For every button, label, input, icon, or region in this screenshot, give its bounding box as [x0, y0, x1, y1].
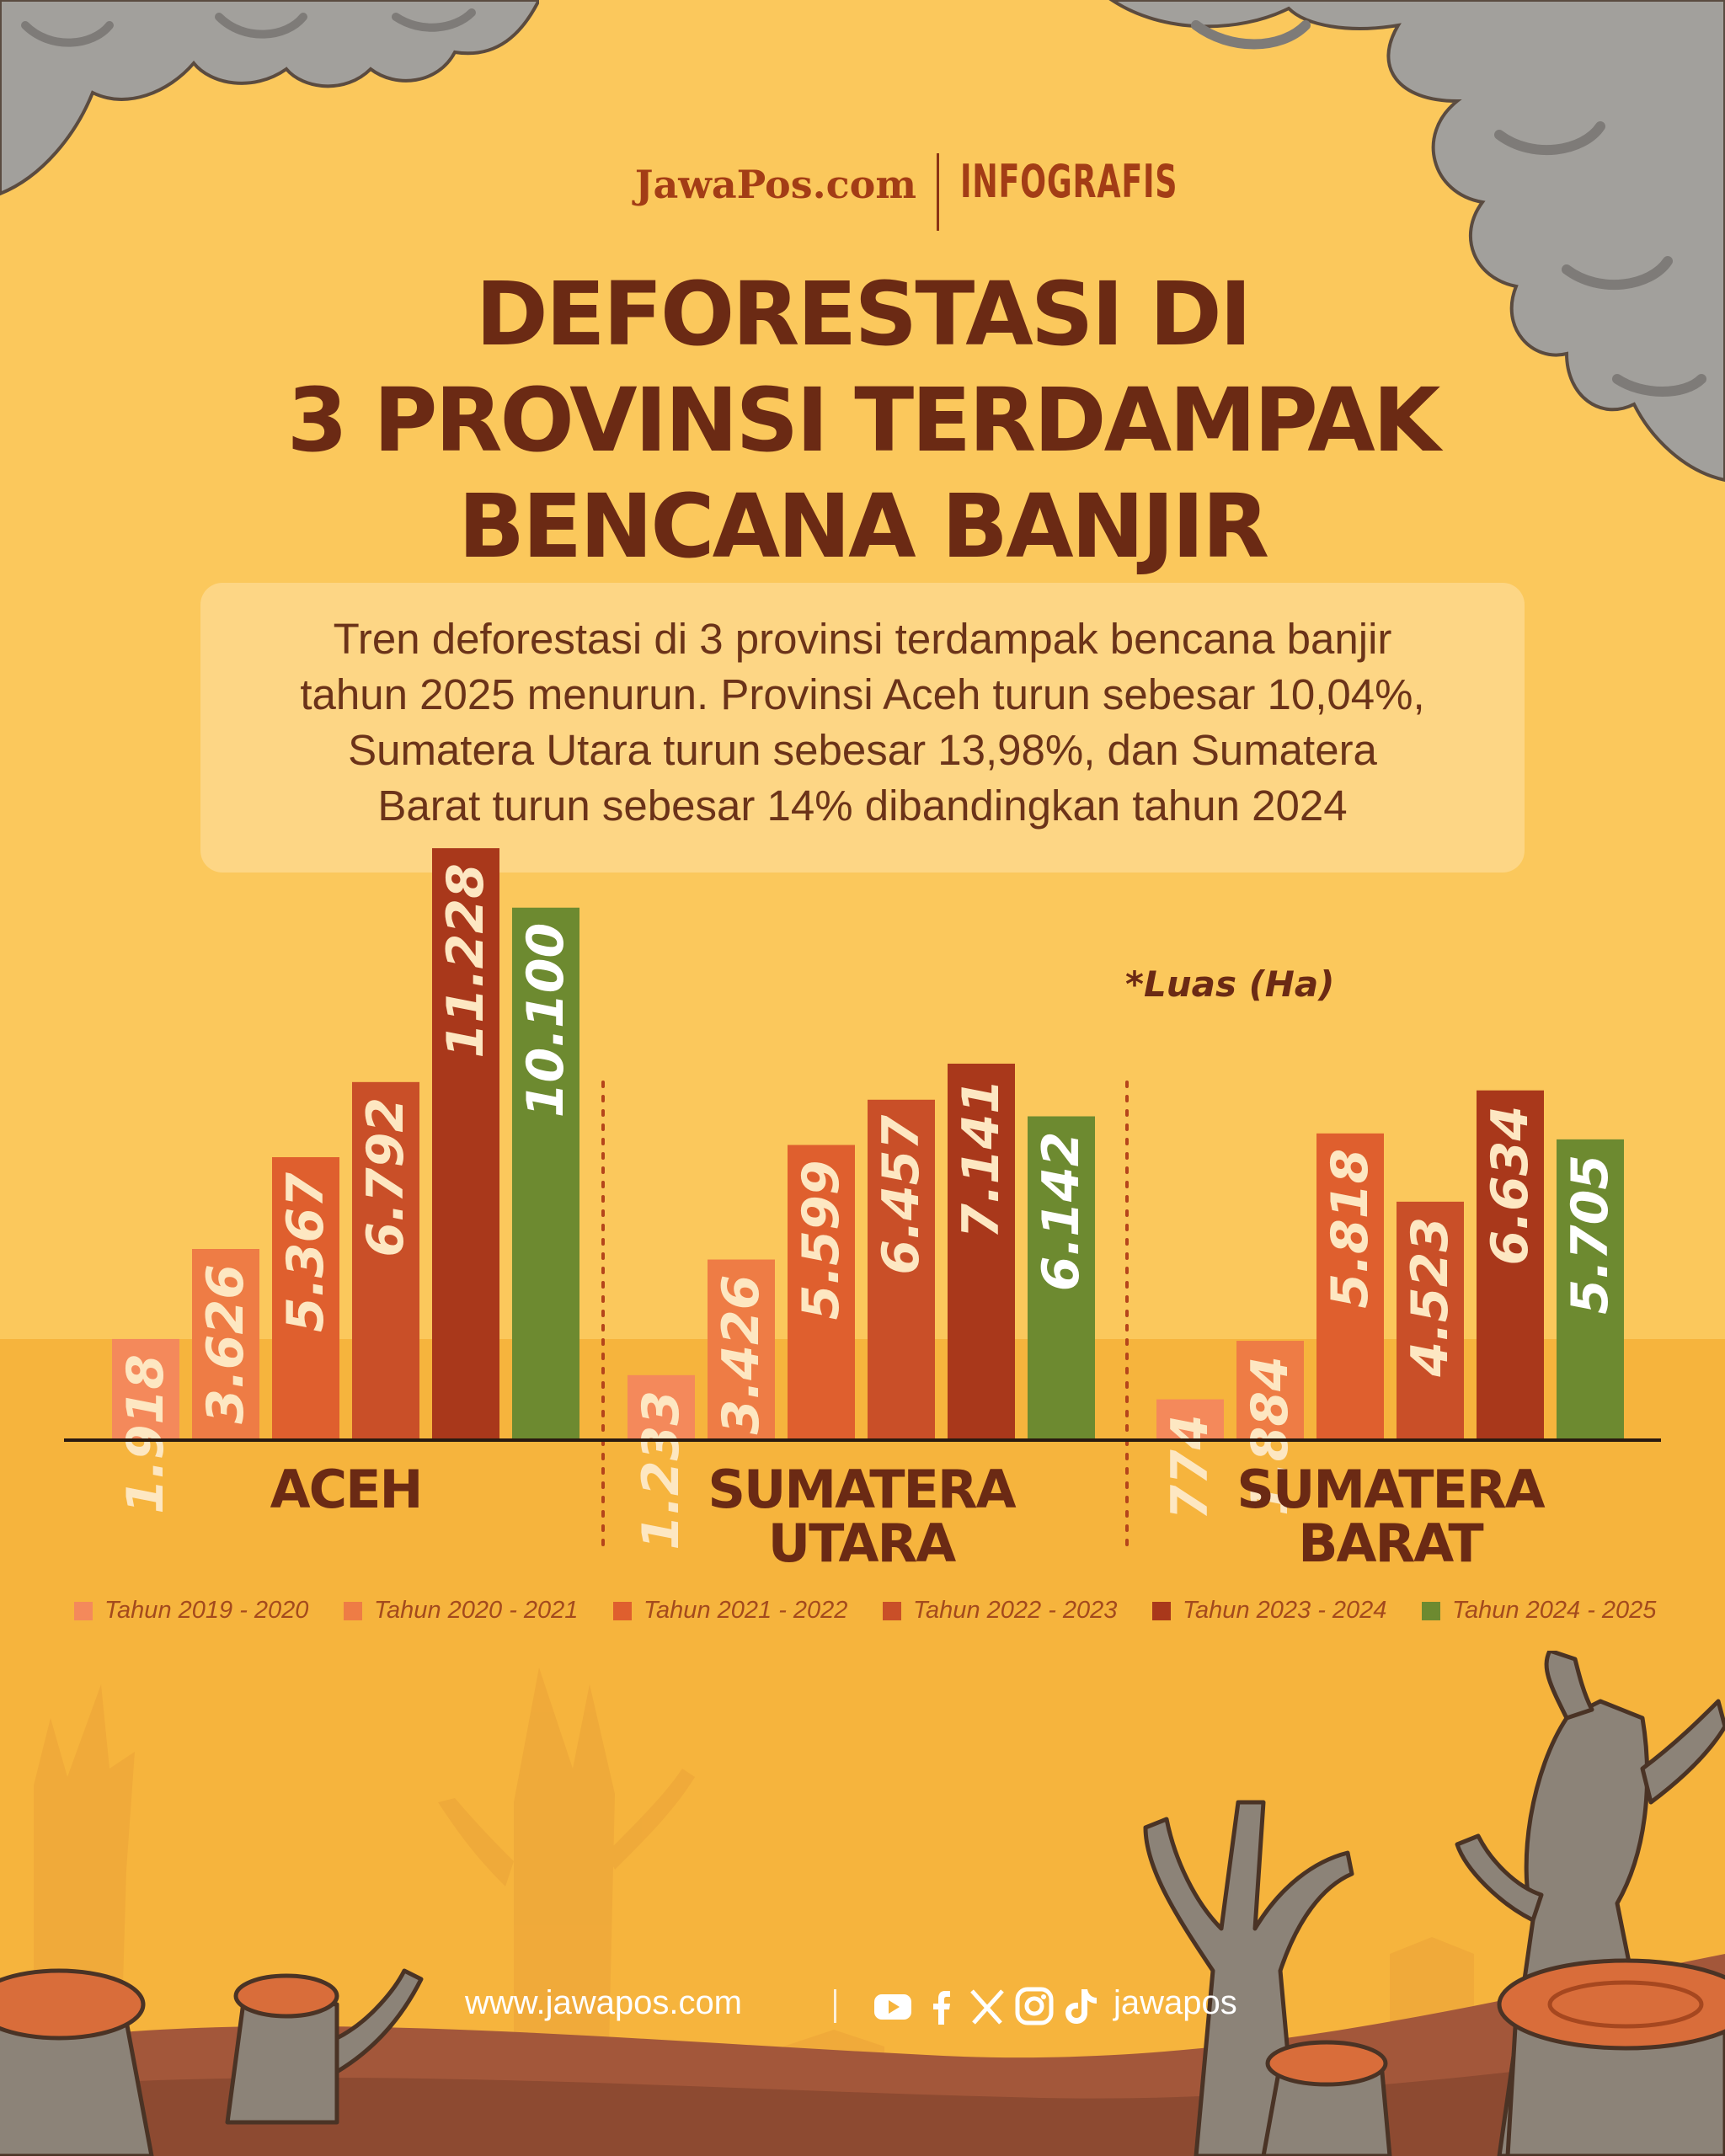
bar: [1477, 1090, 1544, 1440]
legend-label: Tahun 2024 - 2025: [1452, 1597, 1657, 1624]
bar-value-label: 3.626: [196, 1264, 255, 1424]
chart-legend: Tahun 2019 - 2020 Tahun 2020 - 2021 Tahun …: [74, 1595, 1708, 1632]
bar: [512, 907, 579, 1440]
description-panel: [200, 583, 1525, 873]
dead-tree-stumps-illustration: [0, 1651, 1725, 2156]
bar: [1156, 1399, 1224, 1440]
bar: [1028, 1116, 1095, 1440]
legend-swatch: [1152, 1602, 1171, 1620]
legend-label: Tahun 2022 - 2023: [913, 1597, 1118, 1624]
description-line: Tren deforestasi di 3 provinsi terdampak…: [333, 615, 1392, 663]
smoke-cloud-left-illustration: [0, 0, 539, 196]
bar: [432, 848, 499, 1440]
bar-value-label: 6.792: [356, 1097, 415, 1257]
bar-value-label: 1.233: [632, 1390, 691, 1550]
bar: [1397, 1201, 1464, 1440]
brand-divider: [937, 153, 939, 231]
bar-value-label: 774: [1161, 1415, 1220, 1520]
bar-value-label: 5.818: [1321, 1149, 1380, 1309]
bar-value-label: 6.457: [872, 1115, 931, 1275]
legend-label: Tahun 2021 - 2022: [644, 1597, 848, 1624]
tiktok-icon[interactable]: [1058, 1984, 1102, 2028]
brand-logo[interactable]: JawaPos.com: [634, 162, 916, 207]
footer-website-link[interactable]: www.jawapos.com: [465, 1984, 743, 2021]
title-line-2: 3 PROVINSI TERDAMPAK: [286, 369, 1441, 472]
brand-header: JawaPos.com INFOGRAFIS: [0, 153, 1725, 231]
smoke-cloud-right-illustration: [1108, 0, 1725, 483]
bar: [1236, 1341, 1304, 1440]
page-title: DEFORESTASI DI 3 PROVINSI TERDAMPAK BENC…: [0, 261, 1725, 579]
legend-label: Tahun 2023 - 2024: [1183, 1597, 1387, 1624]
bar: [352, 1081, 419, 1440]
group-label: SUMATERA: [1236, 1459, 1545, 1520]
unit-note: *Luas (Ha): [1125, 963, 1335, 1005]
bar: [1557, 1139, 1624, 1440]
bar: [1316, 1133, 1384, 1440]
facebook-icon[interactable]: [920, 1984, 964, 2028]
section-label: INFOGRAFIS: [960, 155, 1178, 208]
bar-value-label: 6.634: [1481, 1106, 1540, 1266]
description-line: Sumatera Utara turun sebesar 13,98%, dan…: [348, 726, 1377, 774]
footer-social-handle[interactable]: jawapos: [1114, 1984, 1237, 2021]
bar-value-label: 5.367: [276, 1172, 335, 1332]
bar-value-label: 4.523: [1401, 1217, 1460, 1378]
legend-swatch: [74, 1602, 93, 1620]
instagram-icon[interactable]: [1012, 1984, 1056, 2028]
bar: [708, 1259, 775, 1440]
bar: [868, 1099, 935, 1440]
group-label: ACEH: [270, 1459, 422, 1520]
x-icon[interactable]: [965, 1984, 1009, 2028]
legend-swatch: [344, 1602, 362, 1620]
bar-value-label: 1.884: [1241, 1356, 1300, 1516]
bar-value-label: 7.141: [952, 1079, 1011, 1239]
legend-label: Tahun 2019 - 2020: [104, 1597, 309, 1624]
bar-value-label: 5.705: [1561, 1155, 1620, 1315]
description-text: Tren deforestasi di 3 provinsi terdampak…: [200, 611, 1525, 834]
bar: [112, 1338, 179, 1440]
bar-value-label: 1.918: [116, 1354, 175, 1514]
bar: [272, 1157, 339, 1440]
youtube-icon[interactable]: [871, 1984, 915, 2028]
legend-swatch: [1422, 1602, 1440, 1620]
title-line-1: DEFORESTASI DI: [475, 263, 1252, 366]
group-label: SUMATERA: [708, 1459, 1016, 1520]
bar-value-label: 3.426: [712, 1275, 771, 1435]
legend-swatch: [613, 1602, 632, 1620]
bar-value-label: 5.599: [792, 1161, 851, 1321]
bar: [628, 1374, 695, 1440]
bar: [192, 1249, 259, 1440]
description-line: Barat turun sebesar 14% dibandingkan tah…: [377, 782, 1348, 830]
footer-divider: [834, 1989, 836, 2023]
bar-value-label: 11.228: [436, 863, 495, 1059]
group-label: BARAT: [1298, 1513, 1483, 1574]
bar: [788, 1145, 855, 1440]
legend-label: Tahun 2020 - 2021: [374, 1597, 579, 1624]
description-line: tahun 2025 menurun. Provinsi Aceh turun …: [300, 670, 1425, 718]
title-line-3: BENCANA BANJIR: [457, 475, 1269, 578]
bar-value-label: 6.142: [1032, 1132, 1091, 1292]
group-label: UTARA: [768, 1513, 957, 1574]
legend-swatch: [883, 1602, 901, 1620]
bar-value-label: 10.100: [516, 923, 575, 1118]
bar: [948, 1063, 1015, 1440]
